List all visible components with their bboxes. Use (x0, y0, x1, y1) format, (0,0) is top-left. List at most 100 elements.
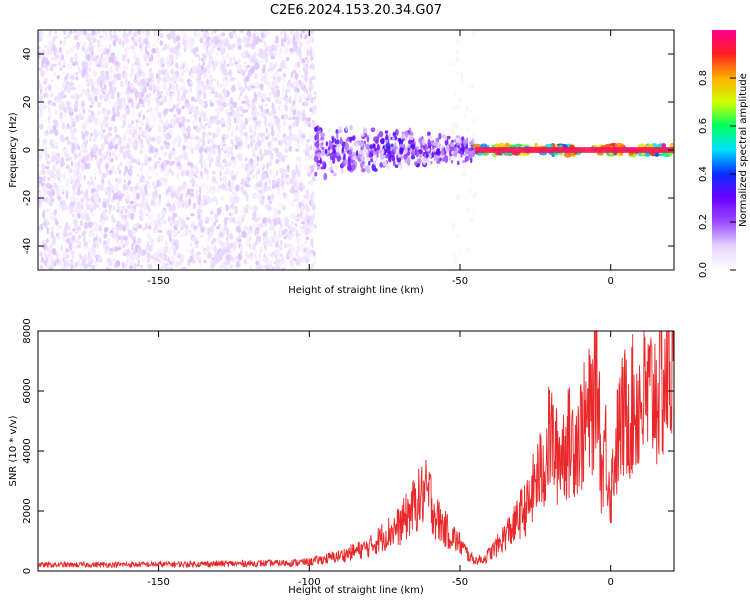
spectrogram-cell (130, 207, 135, 213)
spectrogram-cell (69, 47, 75, 53)
spectrogram-cell (253, 91, 256, 97)
spectrogram-cell (267, 260, 273, 264)
spectrogram-cell (137, 259, 140, 267)
spectrogram-cell (102, 129, 106, 133)
spectrogram-cell (451, 139, 454, 143)
spectrogram-cell (162, 47, 165, 52)
spectrogram-cell (75, 165, 80, 173)
spectrogram-cell (305, 191, 310, 196)
spectrogram-cell (116, 97, 121, 104)
spectrogram-cell (172, 47, 178, 55)
spectrogram-y-tick-label: -20 (22, 190, 33, 206)
spectrogram-cell (285, 238, 288, 245)
spectrogram-cell (314, 141, 317, 147)
spectrogram-cell (239, 30, 243, 33)
spectrogram-cell (137, 173, 140, 178)
spectrogram-cell (319, 157, 322, 165)
spectrogram-cell (53, 173, 56, 181)
spectrogram-cell (199, 121, 203, 130)
spectrogram-cell (63, 107, 68, 113)
spectrogram-cell (77, 64, 80, 71)
spectrogram-cell (75, 238, 79, 244)
spectrogram-cell (212, 149, 216, 156)
spectrogram-cell (271, 193, 275, 200)
spectrogram-cell (65, 49, 71, 55)
spectrogram-cell (247, 229, 251, 236)
spectrogram-cell (123, 71, 128, 79)
spectrogram-cell (180, 200, 185, 206)
spectrogram-cell (165, 69, 170, 77)
spectrogram-cell (40, 103, 45, 111)
spectrogram-cell (93, 223, 97, 228)
spectrogram-cell (313, 211, 316, 216)
spectrogram-cell (79, 252, 82, 260)
spectrogram-cell (79, 112, 83, 120)
snr-y-tick-label: 6000 (22, 378, 33, 403)
spectrogram-cell (299, 263, 302, 268)
spectrogram-cell (107, 153, 110, 158)
spectrogram-cell (173, 247, 177, 256)
spectrogram-cell (273, 207, 278, 215)
spectrogram-cell (392, 136, 395, 141)
spectrogram-cell (224, 217, 229, 221)
spectrogram-cell (472, 252, 476, 257)
spectrogram-cell (159, 263, 162, 270)
spectrogram-cell (134, 168, 137, 173)
spectrogram-cell (310, 63, 315, 68)
spectrogram-cell (95, 189, 99, 196)
spectrogram-cell (54, 30, 57, 35)
spectrogram-cell (465, 105, 469, 112)
spectrogram-cell (275, 147, 279, 154)
spectrogram-cell (242, 61, 246, 68)
spectrogram-cell (191, 183, 195, 188)
spectrogram-cell (257, 52, 260, 57)
spectrogram-cell (120, 205, 126, 211)
spectrogram-cell (208, 153, 212, 158)
spectrogram-cell (196, 70, 199, 74)
spectrogram-cell (285, 254, 291, 260)
spectrogram-cell (219, 170, 222, 177)
spectrogram-cell (101, 172, 107, 179)
spectrogram-cell (231, 85, 236, 93)
spectrogram-cell (97, 236, 102, 243)
spectrogram-cell (242, 35, 247, 44)
spectrogram-cell (241, 178, 245, 183)
spectrogram-cell (301, 134, 306, 139)
spectrogram-cell (124, 165, 128, 173)
spectrogram-cell (91, 110, 94, 118)
spectrogram-cell (98, 186, 102, 192)
spectrogram-cell (144, 179, 147, 186)
spectrogram-cell (63, 40, 66, 45)
spectrogram-cell (289, 178, 294, 185)
spectrogram-cell (255, 260, 259, 266)
spectrogram-cell (300, 202, 304, 207)
spectrogram-cell (328, 146, 331, 151)
spectrogram-cell (197, 62, 201, 71)
spectrogram-cell (268, 180, 271, 186)
spectrogram-cell (49, 212, 54, 219)
spectrogram-cell (63, 94, 67, 99)
spectrogram-cell (178, 122, 183, 129)
spectrogram-cell (129, 265, 134, 269)
spectrogram-cell (219, 164, 225, 171)
spectrogram-cell (504, 142, 510, 148)
spectrogram-cell (43, 92, 47, 98)
spectrogram-cell (454, 147, 458, 152)
spectrogram-cell (120, 80, 124, 88)
spectrogram-cell (306, 117, 312, 123)
spectrogram-cell (111, 217, 117, 224)
spectrogram-cell (404, 131, 410, 138)
spectrogram-cell (169, 76, 174, 82)
spectrogram-cell (82, 108, 86, 114)
spectrogram-cell (465, 126, 471, 134)
spectrogram-cell (263, 41, 267, 49)
spectrogram-cell (112, 259, 116, 263)
spectrogram-cell (264, 47, 268, 52)
spectrogram-cell (81, 89, 86, 94)
spectrogram-cell (115, 155, 118, 160)
spectrogram-cell (137, 254, 140, 259)
spectrogram-cell (239, 244, 243, 250)
spectrogram-cell (172, 216, 176, 225)
spectrogram-cell (382, 159, 387, 167)
